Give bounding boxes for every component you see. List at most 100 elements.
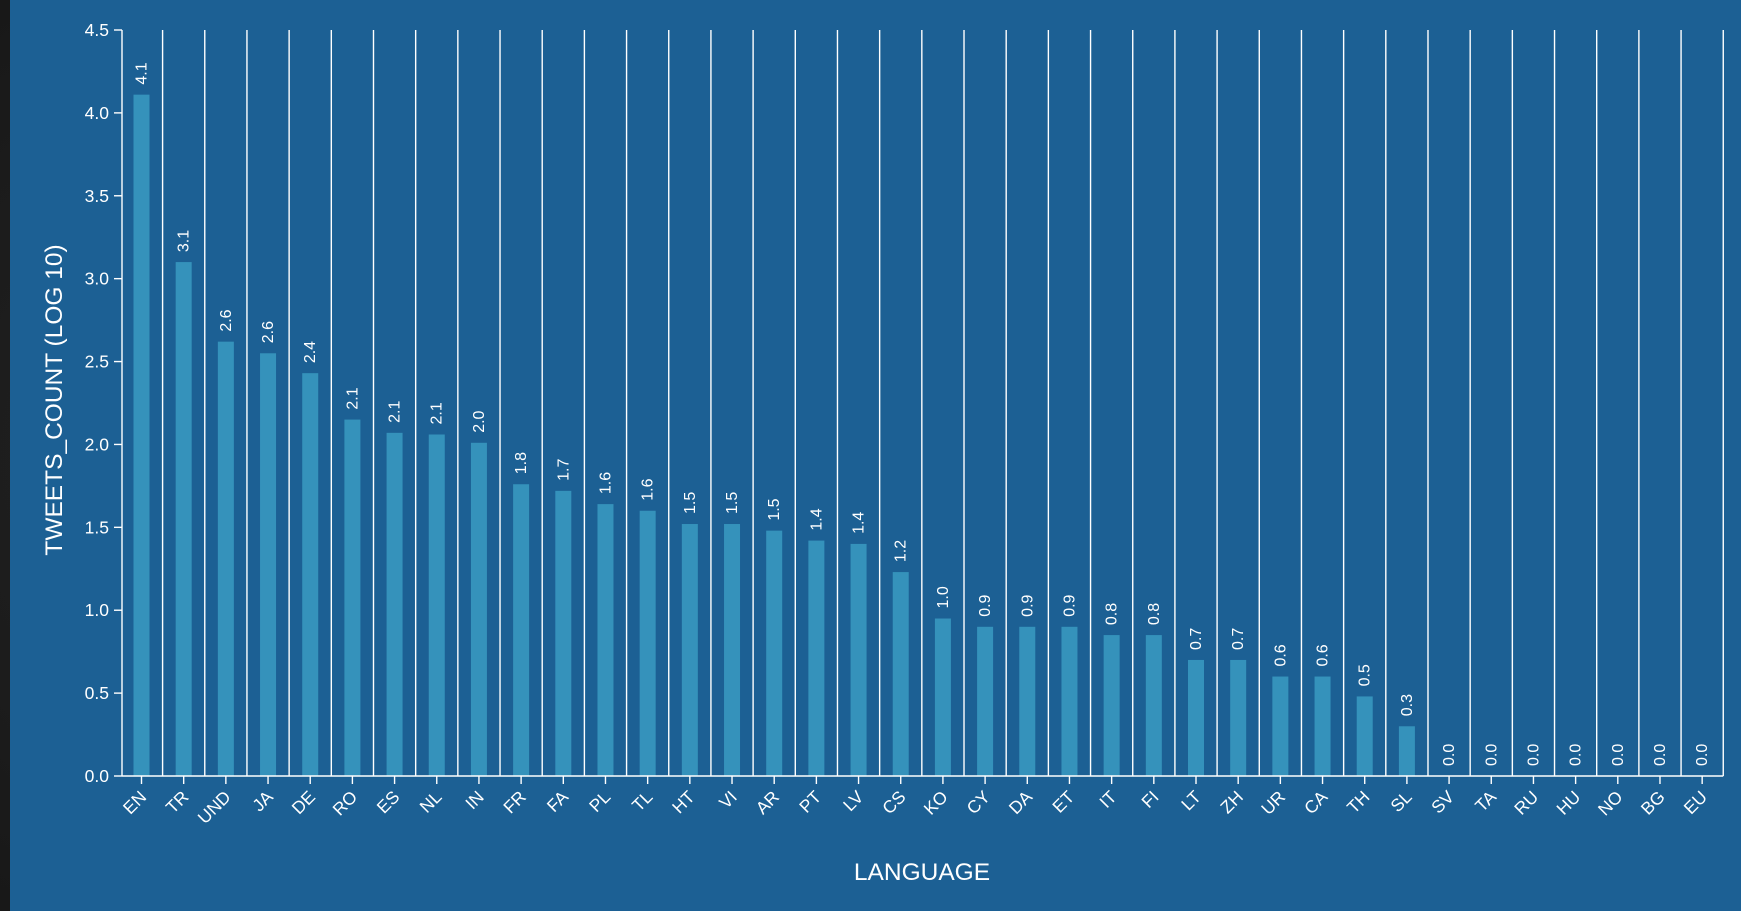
x-tick-label: TL bbox=[628, 787, 657, 816]
bar-value-label: 0.0 bbox=[1694, 744, 1711, 766]
x-tick-label: IT bbox=[1095, 786, 1120, 811]
x-tick-label: BG bbox=[1637, 787, 1669, 819]
x-tick-label: UND bbox=[194, 787, 235, 828]
bar-value-label: 0.0 bbox=[1568, 744, 1585, 766]
y-tick-label: 3.5 bbox=[85, 186, 109, 206]
bar bbox=[386, 432, 403, 776]
bar-value-label: 0.8 bbox=[1146, 603, 1163, 625]
x-tick-label: ZH bbox=[1216, 787, 1247, 818]
bar-value-label: 2.1 bbox=[429, 402, 446, 424]
bar-value-label: 2.4 bbox=[302, 341, 319, 363]
bar-value-label: 1.8 bbox=[513, 452, 530, 474]
bar-value-label: 1.2 bbox=[893, 540, 910, 562]
bar-value-label: 0.0 bbox=[1525, 744, 1542, 766]
x-tick-label: NL bbox=[416, 787, 446, 817]
y-tick-label: 0.0 bbox=[85, 766, 110, 786]
bar-value-label: 1.6 bbox=[597, 472, 614, 494]
bar bbox=[892, 572, 909, 776]
bar bbox=[1356, 696, 1373, 776]
bar-value-label: 1.6 bbox=[640, 478, 657, 500]
y-tick-label: 1.0 bbox=[85, 600, 110, 620]
bar bbox=[344, 419, 361, 776]
bar bbox=[1103, 635, 1120, 776]
bar bbox=[470, 442, 487, 776]
x-tick-label: FA bbox=[543, 786, 573, 816]
x-tick-label: TH bbox=[1343, 787, 1374, 818]
bar bbox=[260, 353, 277, 776]
y-axis-label: TWEETS_COUNT (LOG 10) bbox=[41, 244, 68, 555]
x-tick-label: FR bbox=[499, 787, 530, 818]
bar bbox=[681, 524, 698, 776]
y-tick-label: 2.5 bbox=[85, 352, 109, 372]
x-tick-label: AR bbox=[752, 787, 783, 818]
bar-value-label: 0.9 bbox=[1061, 594, 1078, 616]
bar bbox=[302, 373, 319, 776]
grid-lines bbox=[161, 30, 1724, 776]
bar bbox=[428, 434, 445, 776]
bar bbox=[850, 543, 867, 776]
bar-value-label: 0.0 bbox=[1441, 744, 1458, 766]
bar bbox=[217, 341, 234, 776]
bar bbox=[1398, 726, 1415, 776]
bar bbox=[766, 530, 783, 776]
bar-value-label: 4.1 bbox=[134, 62, 151, 84]
x-tick-label: EU bbox=[1680, 787, 1711, 818]
bar bbox=[133, 94, 150, 777]
bar-value-label: 1.4 bbox=[808, 508, 825, 530]
x-tick-label: DE bbox=[288, 787, 319, 818]
bar bbox=[724, 524, 741, 776]
bar bbox=[1230, 659, 1247, 776]
x-tick-label: SL bbox=[1386, 786, 1415, 815]
x-tick-label: CS bbox=[878, 787, 909, 818]
y-tick-label: 4.0 bbox=[85, 103, 110, 123]
x-tick-label: SV bbox=[1427, 786, 1458, 817]
bar-value-label: 0.3 bbox=[1399, 694, 1416, 716]
bar-value-label: 0.6 bbox=[1272, 644, 1289, 666]
bar-value-label: 1.7 bbox=[555, 459, 572, 481]
x-tick-label: IN bbox=[461, 787, 488, 814]
bar bbox=[597, 504, 614, 776]
x-tick-label: UR bbox=[1257, 787, 1289, 819]
bar-value-label: 2.0 bbox=[471, 410, 488, 432]
x-tick-label: LV bbox=[839, 786, 868, 815]
bar bbox=[1188, 659, 1204, 776]
bar-value-label: 3.1 bbox=[176, 230, 193, 252]
x-tick-label: CY bbox=[963, 786, 995, 818]
bar-value-label: 0.5 bbox=[1357, 664, 1374, 686]
x-tick-label: CA bbox=[1300, 786, 1332, 818]
bar-value-label: 0.7 bbox=[1230, 628, 1247, 650]
bar-value-labels: 4.1 3.1 2.6 2.6 2.4 2.1 2.1 2.1 2.0 1.8 1.7 1.6 1.6 1… bbox=[134, 62, 1712, 766]
bar bbox=[175, 262, 192, 777]
bar-value-label: 2.1 bbox=[387, 400, 404, 422]
x-tick-label: HU bbox=[1552, 787, 1584, 819]
x-tick-label: HT bbox=[668, 786, 699, 817]
bar bbox=[1061, 626, 1078, 776]
bar-value-label: 0.9 bbox=[1019, 594, 1036, 616]
bar bbox=[1019, 626, 1036, 776]
x-tick-label: ES bbox=[373, 787, 404, 818]
x-tick-label: ET bbox=[1048, 786, 1078, 816]
x-tick-label: PL bbox=[585, 786, 614, 815]
x-tick-label: TR bbox=[162, 787, 193, 818]
bar-value-label: 1.5 bbox=[682, 492, 699, 514]
bar bbox=[1314, 676, 1331, 776]
y-tick-label: 2.0 bbox=[85, 434, 110, 454]
bar-value-label: 0.0 bbox=[1610, 744, 1627, 766]
bar-value-label: 0.0 bbox=[1652, 744, 1669, 766]
x-tick-label: RO bbox=[329, 787, 362, 820]
bar bbox=[513, 484, 530, 776]
x-tick-label: LT bbox=[1177, 786, 1205, 814]
x-tick-label: RU bbox=[1510, 787, 1542, 819]
x-tick-label: EN bbox=[119, 787, 150, 818]
x-tick-label: JA bbox=[248, 786, 277, 815]
bar bbox=[808, 540, 825, 776]
bar bbox=[934, 618, 951, 776]
x-tick-label: VI bbox=[715, 787, 741, 813]
y-tick-label: 0.5 bbox=[85, 683, 109, 703]
y-tick-label: 3.0 bbox=[85, 269, 110, 289]
bar-value-label: 2.6 bbox=[218, 309, 235, 331]
x-tick-label: NO bbox=[1594, 787, 1627, 820]
bar-value-label: 0.6 bbox=[1315, 644, 1332, 666]
